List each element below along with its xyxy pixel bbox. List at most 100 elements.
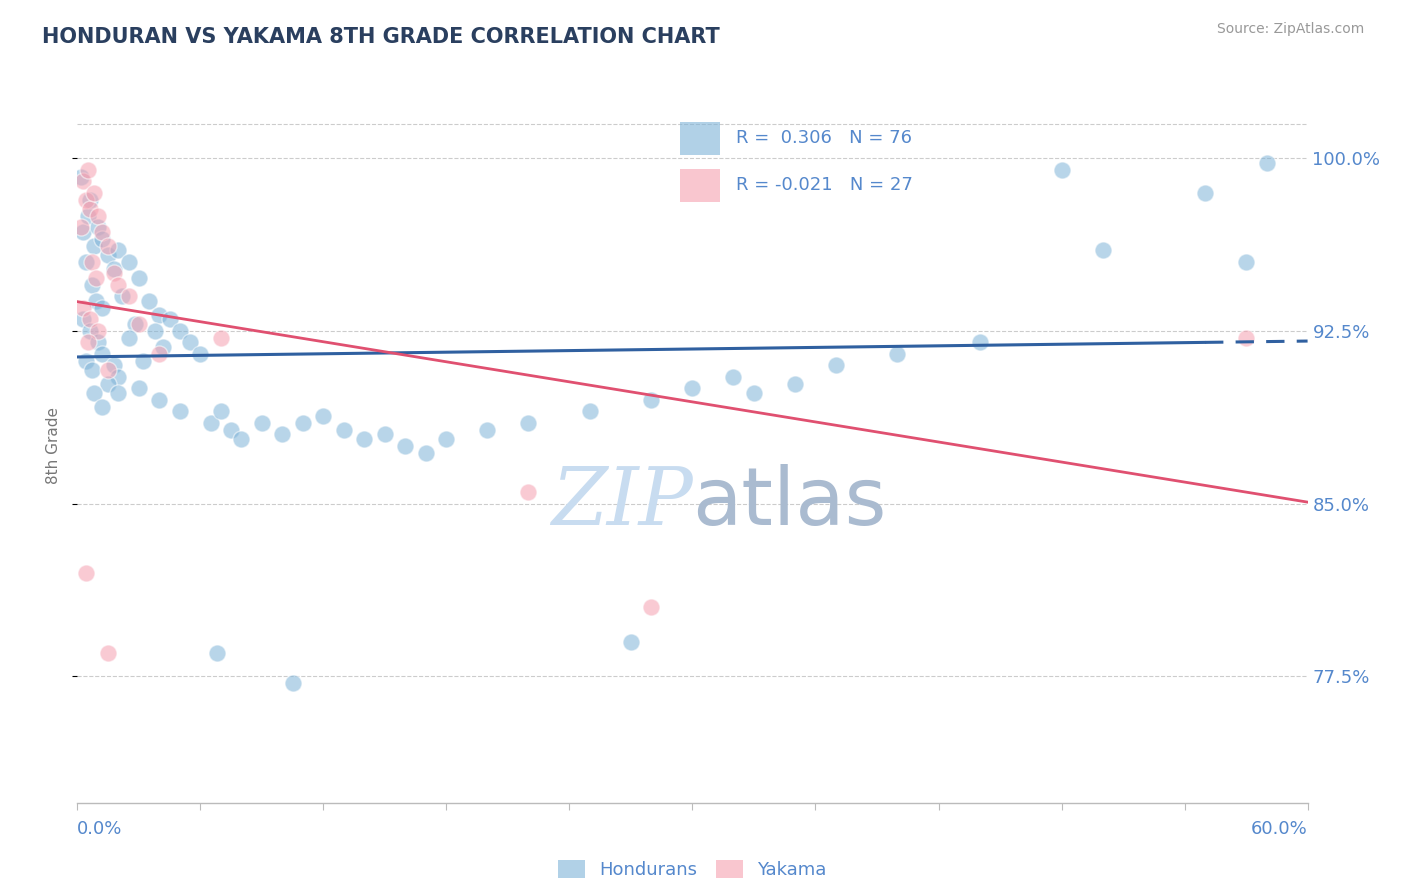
Point xyxy=(188,347,212,361)
Point xyxy=(138,293,160,308)
Point xyxy=(97,248,120,262)
Point xyxy=(97,646,120,660)
Text: R = -0.021   N = 27: R = -0.021 N = 27 xyxy=(735,177,912,194)
Point xyxy=(107,244,129,258)
Point xyxy=(742,386,765,401)
Point xyxy=(87,220,110,235)
Point xyxy=(640,392,662,407)
Point xyxy=(70,220,93,235)
Point xyxy=(579,404,602,418)
Point xyxy=(75,255,97,269)
Point xyxy=(209,331,232,345)
Point xyxy=(117,289,139,303)
Point xyxy=(72,301,94,315)
Point xyxy=(1256,156,1278,170)
Point xyxy=(219,423,242,437)
Point xyxy=(76,335,98,350)
Point xyxy=(79,202,101,216)
Text: HONDURAN VS YAKAMA 8TH GRADE CORRELATION CHART: HONDURAN VS YAKAMA 8TH GRADE CORRELATION… xyxy=(42,27,720,46)
Point xyxy=(90,232,114,246)
Point xyxy=(148,392,170,407)
Point xyxy=(117,331,139,345)
Text: R =  0.306   N = 76: R = 0.306 N = 76 xyxy=(735,129,912,147)
Point xyxy=(79,193,101,207)
Point xyxy=(783,376,806,391)
Point xyxy=(143,324,166,338)
Point xyxy=(148,347,170,361)
Point xyxy=(72,225,94,239)
Point xyxy=(80,255,103,269)
Point xyxy=(1234,331,1257,345)
Point xyxy=(682,381,704,395)
Point xyxy=(517,416,540,430)
Point xyxy=(97,238,120,252)
Point xyxy=(353,432,375,446)
Point xyxy=(271,427,294,442)
Point xyxy=(84,293,107,308)
Point xyxy=(148,308,170,322)
Point xyxy=(152,340,174,354)
Point xyxy=(281,676,304,690)
Point xyxy=(72,312,94,326)
Point xyxy=(83,186,105,200)
Point xyxy=(250,416,273,430)
Point xyxy=(333,423,356,437)
Point xyxy=(969,335,991,350)
Point xyxy=(231,432,253,446)
Text: ZIP: ZIP xyxy=(551,465,693,541)
Text: atlas: atlas xyxy=(693,464,887,542)
Point xyxy=(83,386,105,401)
Point xyxy=(103,359,125,373)
Point xyxy=(84,271,107,285)
Point xyxy=(159,312,181,326)
Point xyxy=(87,209,110,223)
Point xyxy=(107,386,129,401)
Point xyxy=(1234,255,1257,269)
Point xyxy=(620,634,643,648)
Point xyxy=(477,423,499,437)
Point xyxy=(1194,186,1216,200)
Point xyxy=(886,347,908,361)
Point xyxy=(79,312,101,326)
Point xyxy=(132,354,155,368)
Point xyxy=(517,485,540,500)
Point xyxy=(76,209,98,223)
Point xyxy=(75,193,97,207)
Point xyxy=(83,238,105,252)
Point xyxy=(436,432,458,446)
Point xyxy=(87,335,110,350)
Point xyxy=(87,324,110,338)
Point xyxy=(374,427,396,442)
Point xyxy=(90,347,114,361)
Point xyxy=(90,301,114,315)
Point xyxy=(76,162,98,177)
Point xyxy=(291,416,314,430)
Legend: Hondurans, Yakama: Hondurans, Yakama xyxy=(551,853,834,887)
Point xyxy=(169,404,191,418)
Point xyxy=(394,439,416,453)
Point xyxy=(169,324,191,338)
Point xyxy=(117,255,139,269)
Text: 0.0%: 0.0% xyxy=(77,820,122,838)
Text: 60.0%: 60.0% xyxy=(1251,820,1308,838)
Point xyxy=(128,271,150,285)
Point xyxy=(75,354,97,368)
Point xyxy=(312,409,335,423)
Point xyxy=(124,317,146,331)
Point xyxy=(72,174,94,188)
Point xyxy=(70,169,93,184)
Point xyxy=(97,376,120,391)
Point xyxy=(128,381,150,395)
Point xyxy=(723,370,745,384)
Text: Source: ZipAtlas.com: Source: ZipAtlas.com xyxy=(1216,22,1364,37)
Point xyxy=(97,363,120,377)
Point xyxy=(415,446,437,460)
Point xyxy=(103,261,125,276)
Point xyxy=(825,359,848,373)
Point xyxy=(640,600,662,615)
Point xyxy=(80,363,103,377)
Point xyxy=(1091,244,1114,258)
Bar xyxy=(681,122,720,154)
Point xyxy=(90,400,114,414)
Point xyxy=(1050,162,1073,177)
